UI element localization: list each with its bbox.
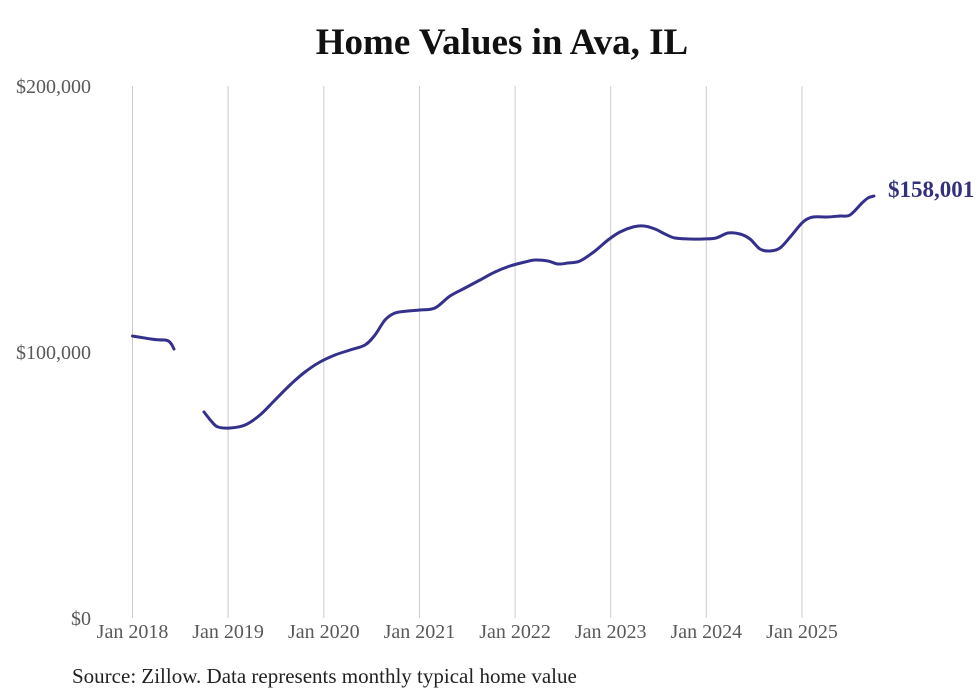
svg-text:Jan 2020: Jan 2020	[288, 621, 360, 643]
svg-text:$200,000: $200,000	[16, 76, 91, 98]
svg-text:$0: $0	[71, 608, 91, 630]
svg-text:Jan 2021: Jan 2021	[384, 621, 456, 643]
svg-text:Jan 2019: Jan 2019	[192, 621, 264, 643]
svg-text:Jan 2023: Jan 2023	[575, 621, 647, 643]
svg-text:Jan 2022: Jan 2022	[479, 621, 551, 643]
svg-text:Jan 2018: Jan 2018	[97, 621, 169, 643]
svg-text:$158,001: $158,001	[888, 177, 974, 202]
svg-text:Jan 2024: Jan 2024	[670, 621, 742, 643]
svg-text:Jan 2025: Jan 2025	[766, 621, 838, 643]
svg-text:$100,000: $100,000	[16, 342, 91, 364]
